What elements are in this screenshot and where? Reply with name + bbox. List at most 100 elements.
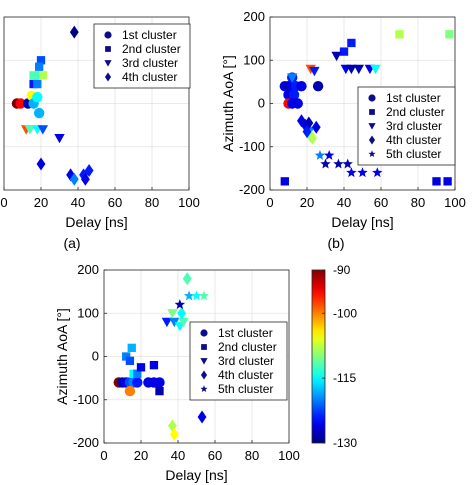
colorbar-tick-label: -90 xyxy=(333,263,351,277)
colorbar-tick-label: -130 xyxy=(333,436,357,450)
point-star xyxy=(191,290,202,301)
y-tick-label: 0 xyxy=(92,349,99,364)
point-square xyxy=(280,177,289,186)
x-tick-label: 80 xyxy=(411,195,425,210)
x-tick-label: 0 xyxy=(0,195,7,210)
legend-marker-circle xyxy=(368,94,376,102)
point-circle xyxy=(132,377,143,388)
legend-marker-circle xyxy=(104,31,112,39)
point-star xyxy=(333,158,344,169)
point-triangle xyxy=(178,317,189,328)
y-tick-label: -200 xyxy=(239,182,265,197)
point-star xyxy=(342,158,353,169)
colorbar-tick-label: -100 xyxy=(333,306,357,320)
y-tick-label: 200 xyxy=(77,262,99,277)
x-tick-label: 40 xyxy=(71,195,85,210)
point-square xyxy=(136,363,146,372)
point-triangle xyxy=(346,64,357,75)
x-tick-label: 20 xyxy=(34,195,48,210)
point-star xyxy=(357,167,368,178)
panel-a: 0 20 40 60 80 100 Delay [ns] (a) 1st cluster2nd … xyxy=(0,16,200,251)
legend-marker-circle xyxy=(200,329,208,337)
point-triangle xyxy=(54,133,65,144)
x-tick-label: 40 xyxy=(337,195,351,210)
panel-b: 0 20 40 60 80 100 -200 -100 0 100 200 Delay [ns] Azi… xyxy=(220,9,466,251)
point-diamond xyxy=(80,172,90,186)
legend-marker-square xyxy=(369,109,375,115)
x-tick-label: 40 xyxy=(171,448,185,463)
x-tick-label: 60 xyxy=(108,195,122,210)
point-triangle xyxy=(309,66,320,77)
point-square xyxy=(33,79,42,89)
x-tick-label: 100 xyxy=(178,195,200,210)
legend-marker-star xyxy=(368,150,376,158)
x-tick-label: 80 xyxy=(245,448,259,463)
panel-c: 0 20 40 60 80 100 -200 -100 0 100 200 Delay [ns] Azi… xyxy=(54,262,300,483)
point-circle xyxy=(15,98,26,109)
point-circle xyxy=(312,81,324,92)
point-diamond xyxy=(308,131,317,145)
legend-marker-diamond xyxy=(200,370,208,380)
y-tick-label: 100 xyxy=(243,52,265,67)
point-diamond xyxy=(311,120,321,134)
point-square xyxy=(36,56,46,65)
legend-label: 4th cluster xyxy=(386,133,441,147)
point-diamond xyxy=(182,272,192,286)
point-triangle xyxy=(370,64,381,75)
y-tick-label: 0 xyxy=(258,96,265,111)
axes-frame xyxy=(3,16,190,191)
legend-marker-triangle xyxy=(104,60,112,67)
point-triangle xyxy=(37,125,49,135)
legend-label: 5th cluster xyxy=(218,382,273,396)
x-tick-label: 100 xyxy=(444,195,466,210)
point-triangle xyxy=(161,317,173,328)
legend-label: 2nd cluster xyxy=(122,42,181,56)
point-circle xyxy=(33,107,45,119)
point-diamond xyxy=(302,125,312,139)
legend-marker-triangle xyxy=(200,358,208,365)
legend-marker-square xyxy=(105,46,111,52)
x-tick-label: 20 xyxy=(300,195,314,210)
point-diamond xyxy=(168,419,177,433)
point-circle xyxy=(292,98,303,109)
y-axis-label: Azimuth AoA [°] xyxy=(220,55,236,152)
legend-label: 3rd cluster xyxy=(122,56,178,70)
point-square xyxy=(347,38,356,48)
point-square xyxy=(445,30,454,39)
legend-marker-diamond xyxy=(104,72,112,82)
point-diamond xyxy=(197,410,207,424)
x-tick-label: 20 xyxy=(134,448,148,463)
legend-label: 1st cluster xyxy=(218,326,273,340)
point-triangle xyxy=(287,73,298,83)
point-star xyxy=(346,167,357,178)
legend-label: 1st cluster xyxy=(386,91,441,105)
point-square xyxy=(122,352,131,361)
x-tick-label: 0 xyxy=(100,448,107,463)
point-star xyxy=(183,290,195,301)
point-square xyxy=(339,47,349,56)
point-diamond xyxy=(177,306,187,320)
point-triangle xyxy=(353,64,364,75)
x-axis-label: Delay [ns] xyxy=(165,467,227,483)
point-square xyxy=(149,360,159,370)
y-axis-label: Azimuth AoA [°] xyxy=(54,308,70,405)
x-axis-label: Delay [ns] xyxy=(65,214,127,230)
point-circle xyxy=(154,377,165,388)
point-triangle xyxy=(331,51,342,62)
point-circle xyxy=(124,385,136,397)
legend-label: 4th cluster xyxy=(218,368,273,382)
point-square xyxy=(38,71,48,80)
panel-label: (a) xyxy=(63,235,80,251)
x-tick-label: 60 xyxy=(208,448,222,463)
x-tick-label: 100 xyxy=(278,448,300,463)
point-star xyxy=(314,149,326,160)
legend-label: 2nd cluster xyxy=(386,105,445,119)
point-square xyxy=(29,71,38,80)
point-diamond xyxy=(84,164,94,178)
legend-label: 5th cluster xyxy=(386,147,441,161)
point-square xyxy=(133,369,142,378)
colorbar-gradient xyxy=(311,269,326,444)
legend-marker-triangle xyxy=(368,123,376,130)
legend-label: 2nd cluster xyxy=(218,340,277,354)
